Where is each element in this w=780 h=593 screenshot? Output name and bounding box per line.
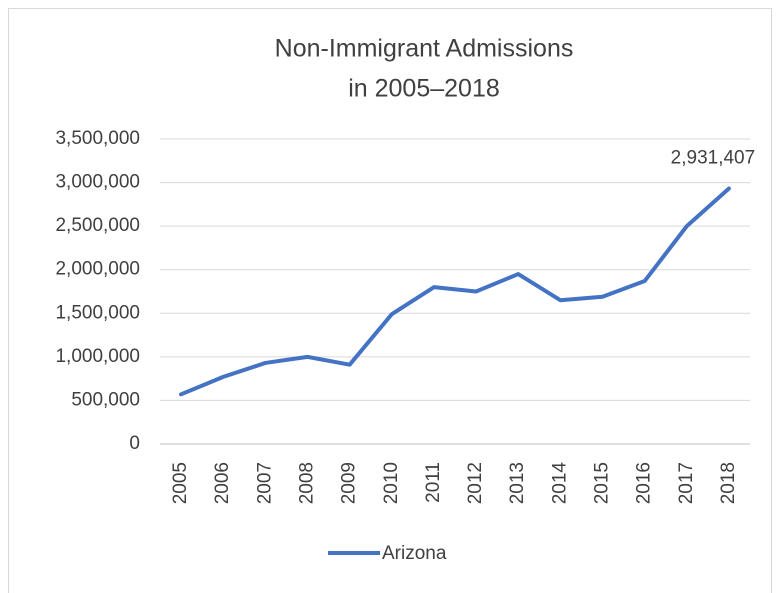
chart-title: Non-Immigrant Admissions	[275, 35, 574, 63]
y-tick-label: 500,000	[71, 389, 140, 410]
x-tick-label: 2006	[212, 462, 233, 504]
y-tick-label: 3,000,000	[55, 172, 140, 193]
x-tick-label: 2018	[718, 462, 739, 504]
y-tick-label: 2,500,000	[55, 215, 140, 236]
x-tick-label: 2010	[381, 462, 402, 504]
x-tick-label: 2011	[423, 462, 444, 503]
data-label: 2,931,407	[671, 148, 756, 169]
y-tick-label: 1,500,000	[55, 302, 140, 323]
x-tick-label: 2014	[549, 462, 570, 505]
x-tick-label: 2005	[170, 462, 191, 504]
x-tick-label: 2017	[676, 462, 697, 504]
chart-title: in 2005–2018	[348, 75, 500, 103]
x-tick-label: 2007	[254, 462, 275, 504]
x-tick-label: 2012	[465, 462, 486, 504]
chart-border	[8, 8, 772, 593]
x-tick-label: 2016	[634, 462, 655, 504]
legend-label: Arizona	[382, 543, 447, 564]
x-tick-label: 2013	[507, 462, 528, 504]
x-tick-label: 2009	[339, 462, 360, 504]
y-tick-label: 0	[129, 433, 140, 454]
x-tick-label: 2008	[297, 462, 318, 504]
y-tick-label: 2,000,000	[55, 259, 140, 280]
series-line	[179, 186, 731, 397]
x-tick-label: 2015	[592, 462, 613, 504]
y-tick-label: 3,500,000	[55, 128, 140, 149]
y-tick-label: 1,000,000	[55, 346, 140, 367]
